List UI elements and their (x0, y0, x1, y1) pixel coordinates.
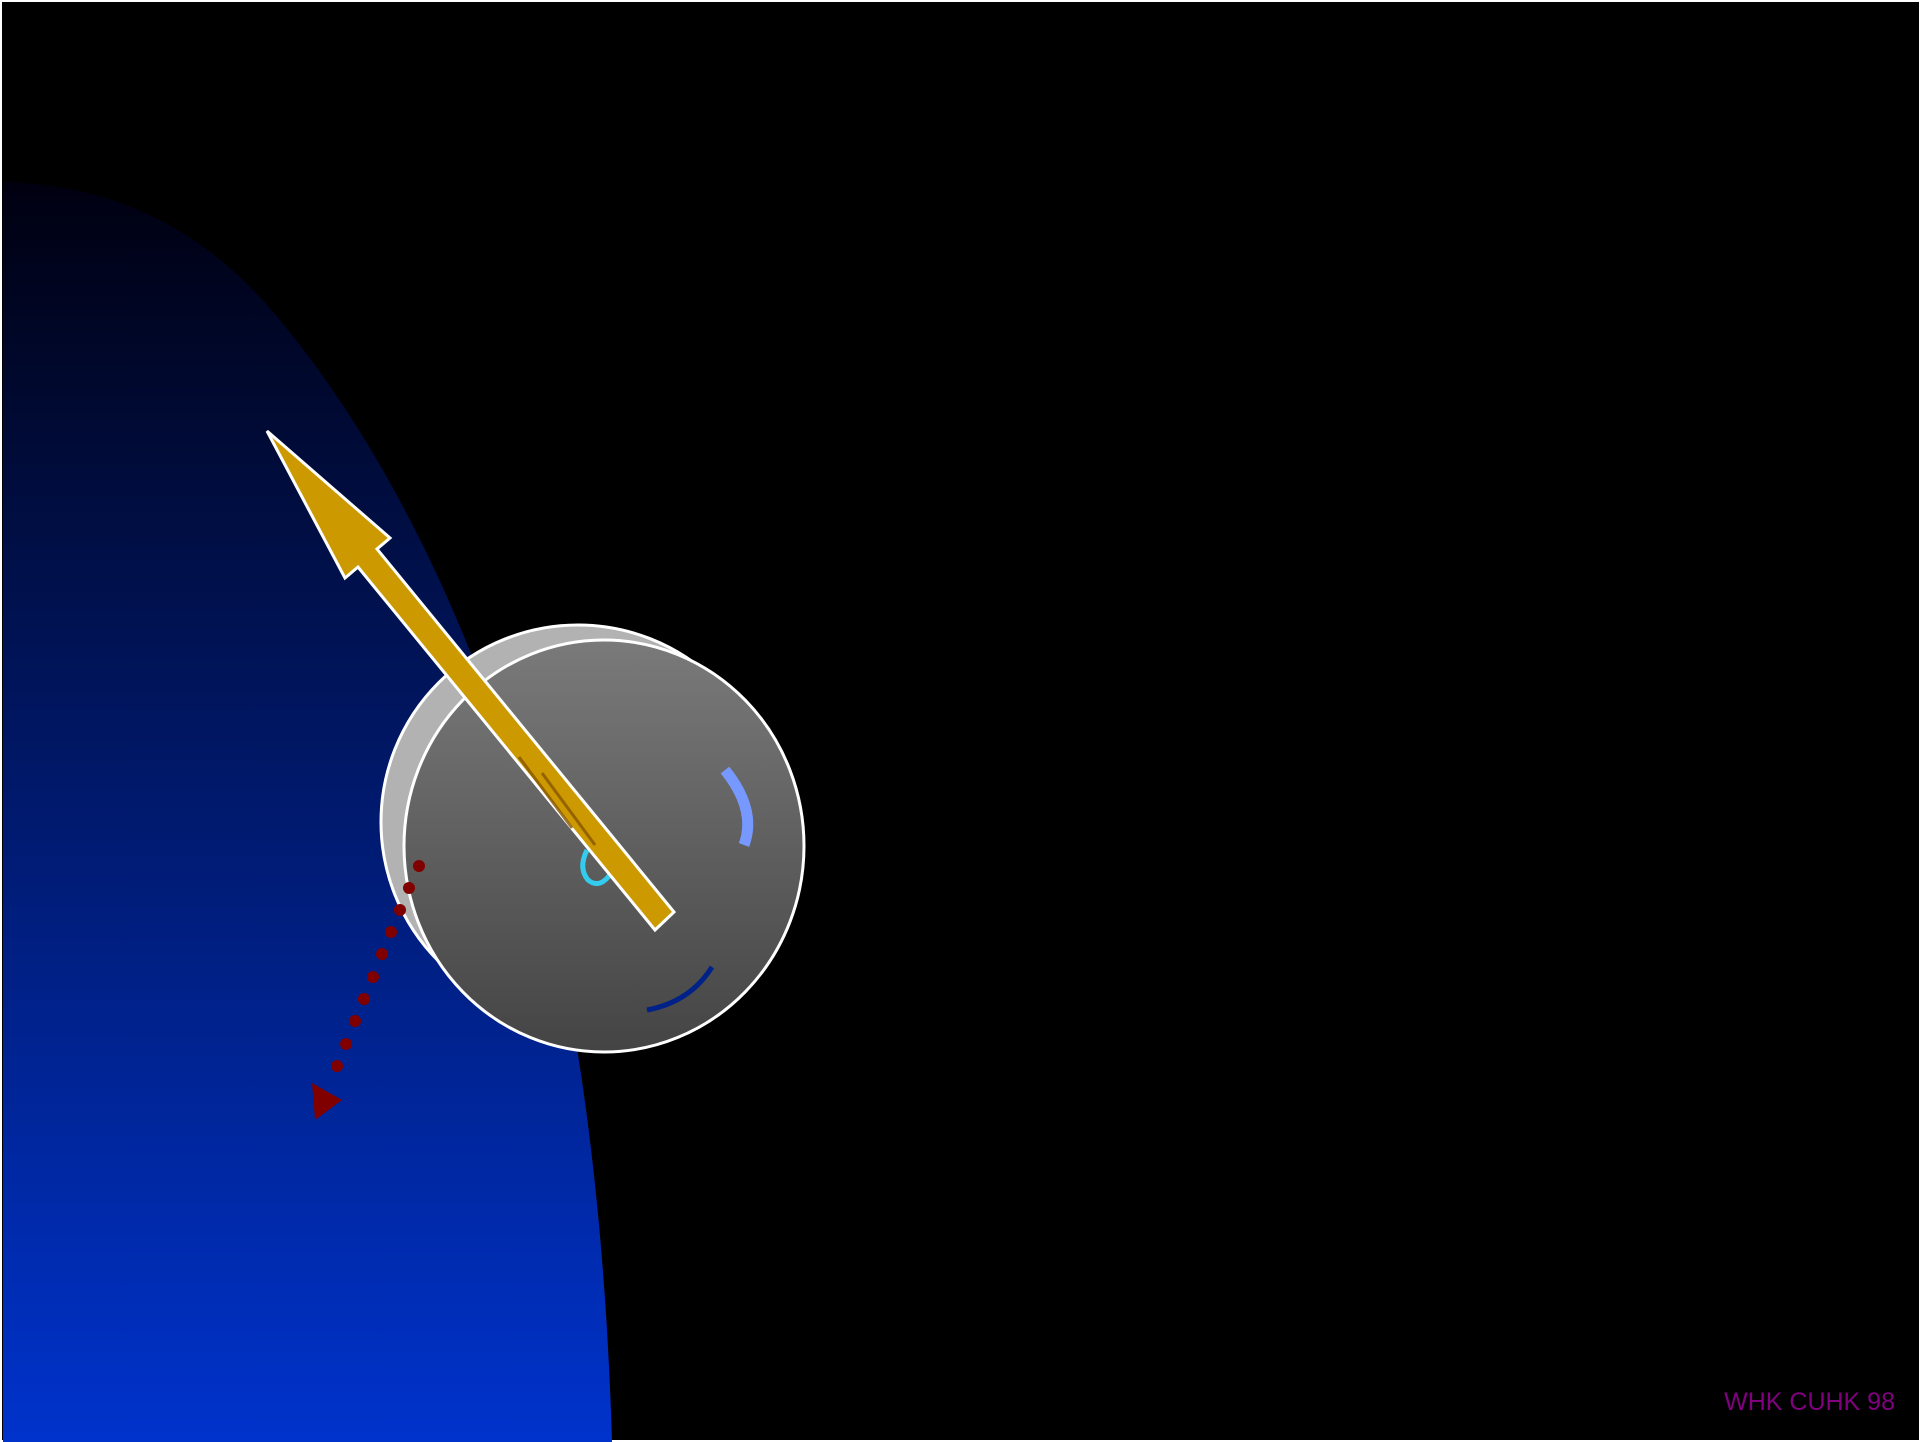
motion-dot (331, 1060, 343, 1072)
arrow-shade-line-1 (517, 756, 574, 829)
planet-limb (3, 182, 612, 1442)
arrow-shade-line-2 (540, 772, 597, 846)
spin-arc-light-blue (720, 766, 754, 847)
spin-arc-dark-blue (646, 965, 715, 1013)
credit-text: WHK CUHK 98 (1724, 1388, 1895, 1416)
motion-dot (376, 948, 388, 960)
motion-dot (413, 860, 425, 872)
thick-arrow-icon (265, 429, 677, 933)
motion-dot (385, 926, 397, 938)
motion-dot (358, 993, 370, 1005)
motion-arrowhead (312, 1083, 342, 1120)
motion-dot (340, 1038, 352, 1050)
dotted-arrow-icon (312, 860, 425, 1120)
motion-dot (403, 882, 415, 894)
spin-arc-cyan (580, 848, 615, 887)
motion-dot (394, 904, 406, 916)
motion-dot (349, 1015, 361, 1027)
motion-dot (367, 971, 379, 983)
